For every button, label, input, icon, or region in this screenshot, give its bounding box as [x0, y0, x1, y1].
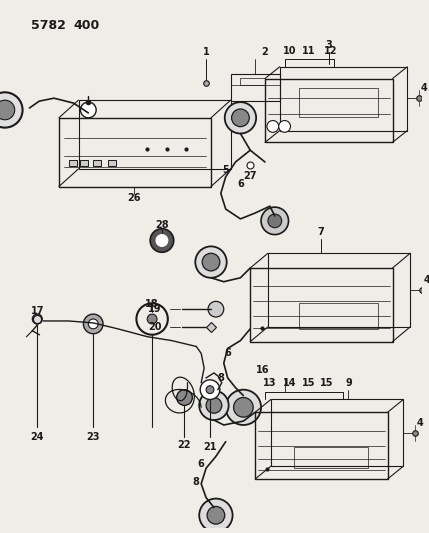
Circle shape	[206, 398, 222, 413]
Circle shape	[279, 120, 290, 132]
Circle shape	[156, 235, 168, 246]
Text: 5: 5	[222, 165, 229, 175]
Text: 14: 14	[283, 378, 296, 388]
Bar	[255, 412, 388, 479]
Bar	[294, 447, 368, 469]
Text: 5782: 5782	[31, 19, 66, 31]
Circle shape	[261, 207, 289, 235]
Circle shape	[200, 380, 220, 399]
Circle shape	[195, 246, 227, 278]
Bar	[268, 253, 410, 327]
Text: 15: 15	[320, 378, 334, 388]
Text: 9: 9	[345, 378, 352, 388]
Text: 400: 400	[74, 19, 100, 31]
Circle shape	[0, 92, 23, 127]
Text: 6: 6	[224, 349, 231, 358]
Text: 24: 24	[30, 432, 44, 442]
Text: 1: 1	[203, 47, 209, 57]
Circle shape	[208, 301, 224, 317]
Bar	[79, 100, 231, 169]
Circle shape	[0, 100, 15, 120]
Text: 23: 23	[87, 432, 100, 442]
Text: 17: 17	[30, 306, 44, 316]
Text: 18: 18	[145, 300, 159, 309]
Text: 21: 21	[203, 441, 217, 451]
Text: 16: 16	[256, 365, 270, 375]
Text: 22: 22	[178, 440, 191, 450]
Circle shape	[232, 109, 249, 127]
Bar	[93, 160, 101, 166]
Bar	[250, 268, 393, 342]
Text: 20: 20	[148, 322, 162, 332]
Text: 28: 28	[155, 220, 169, 230]
Circle shape	[225, 102, 256, 134]
Text: 4: 4	[424, 274, 429, 285]
Text: 6: 6	[198, 459, 205, 469]
Bar	[280, 67, 407, 131]
Text: 4: 4	[417, 418, 424, 428]
Circle shape	[88, 319, 98, 329]
Text: 26: 26	[128, 193, 141, 203]
Text: 7: 7	[317, 227, 324, 237]
Circle shape	[199, 498, 233, 532]
Text: 13: 13	[263, 378, 277, 388]
Circle shape	[207, 506, 225, 524]
Text: 19: 19	[148, 304, 162, 314]
Circle shape	[233, 398, 253, 417]
Circle shape	[177, 390, 192, 406]
Circle shape	[267, 120, 279, 132]
Circle shape	[226, 390, 261, 425]
Text: 4: 4	[421, 83, 428, 93]
Text: 3: 3	[325, 40, 332, 50]
Bar	[59, 118, 211, 187]
Circle shape	[206, 386, 214, 393]
Text: 10: 10	[283, 46, 296, 56]
Circle shape	[268, 214, 282, 228]
Circle shape	[83, 314, 103, 334]
Text: 12: 12	[324, 46, 338, 56]
Bar	[265, 78, 393, 142]
Text: 27: 27	[244, 171, 257, 181]
Text: 8: 8	[193, 477, 200, 487]
Text: 11: 11	[302, 46, 316, 56]
Bar	[240, 78, 265, 85]
Text: 8: 8	[218, 373, 224, 383]
Bar	[69, 160, 76, 166]
Bar	[231, 74, 280, 101]
Circle shape	[147, 314, 157, 324]
Circle shape	[32, 314, 42, 324]
Circle shape	[202, 253, 220, 271]
Bar	[299, 88, 378, 117]
Circle shape	[81, 102, 96, 118]
Text: 6: 6	[237, 179, 244, 189]
Text: 2: 2	[262, 47, 269, 57]
Bar	[108, 160, 116, 166]
Bar	[299, 303, 378, 329]
Text: 15: 15	[302, 378, 316, 388]
Bar	[81, 160, 88, 166]
Circle shape	[199, 391, 229, 420]
Circle shape	[150, 229, 174, 252]
Bar	[271, 399, 403, 466]
